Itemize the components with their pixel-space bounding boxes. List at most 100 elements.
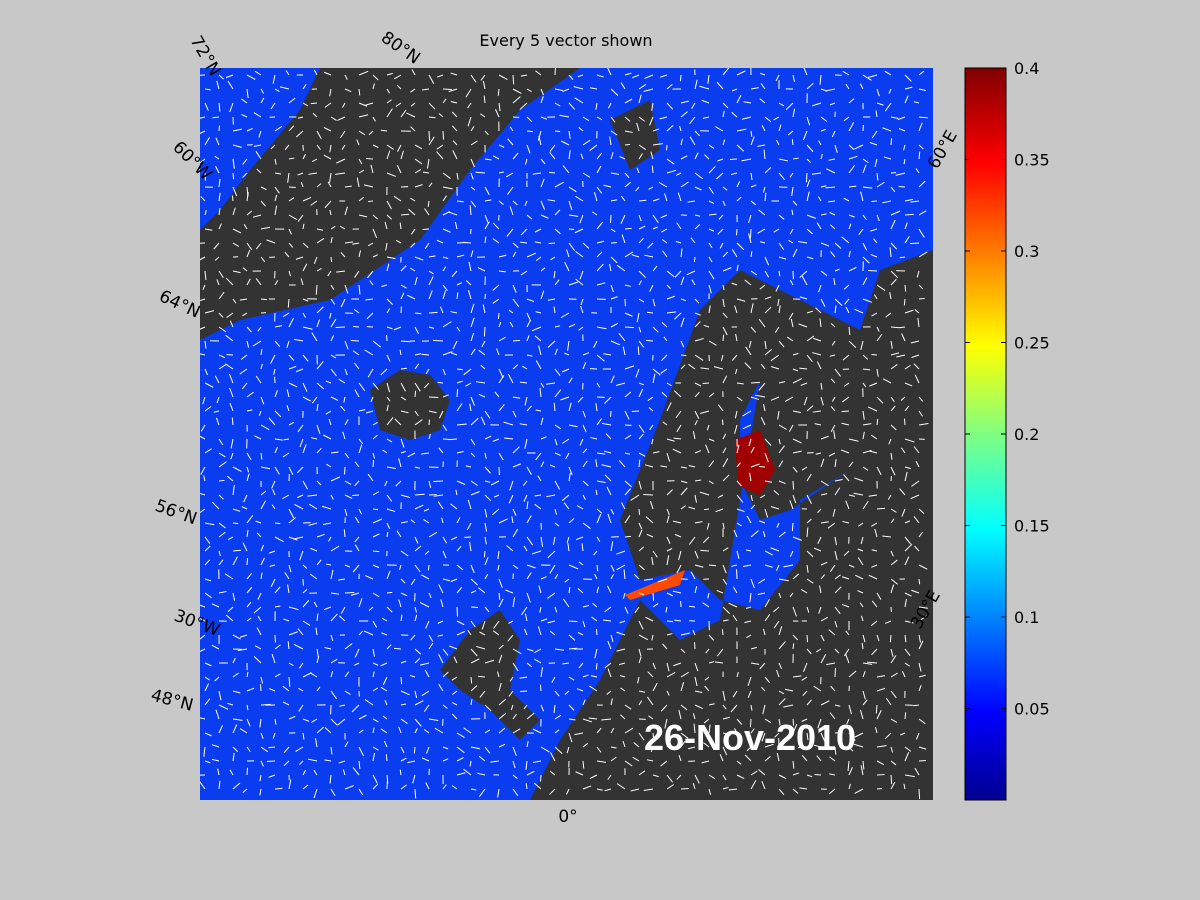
- vector: [211, 744, 220, 748]
- vector: [258, 410, 262, 417]
- vector: [910, 242, 920, 245]
- vector: [582, 448, 588, 454]
- vector: [904, 222, 908, 230]
- vector: [519, 102, 528, 110]
- vector: [582, 361, 587, 370]
- vector: [637, 346, 640, 356]
- vector: [540, 158, 546, 165]
- vector: [400, 450, 407, 454]
- vector: [651, 438, 654, 445]
- vector: [442, 368, 446, 376]
- vector: [269, 550, 276, 554]
- vector: [708, 270, 715, 280]
- vector: [890, 352, 900, 356]
- vector: [438, 447, 444, 454]
- vector: [200, 648, 206, 652]
- vector: [498, 254, 507, 258]
- vector: [828, 452, 836, 457]
- vector: [728, 788, 738, 791]
- vector: [854, 308, 864, 314]
- vector: [386, 416, 394, 426]
- vector: [680, 340, 685, 348]
- vector: [381, 632, 388, 636]
- vector: [638, 634, 649, 641]
- vector: [400, 784, 407, 790]
- vector: [554, 209, 561, 216]
- vector: [337, 116, 346, 121]
- vector: [862, 699, 868, 706]
- vector: [380, 728, 388, 734]
- vector: [554, 508, 557, 515]
- vector: [876, 745, 887, 748]
- vector: [386, 354, 391, 362]
- vector: [651, 102, 654, 111]
- vector: [497, 788, 500, 798]
- vector: [841, 603, 850, 608]
- vector: [456, 480, 466, 485]
- vector: [428, 311, 438, 314]
- vector: [890, 584, 895, 594]
- vector: [675, 410, 682, 419]
- vector: [773, 606, 780, 613]
- vector: [512, 251, 517, 258]
- vector: [820, 493, 828, 496]
- vector: [788, 239, 794, 244]
- vector: [901, 508, 906, 517]
- vector: [214, 155, 220, 160]
- vector: [601, 718, 612, 721]
- vector: [645, 516, 654, 524]
- vector: [423, 382, 430, 389]
- vector: [607, 585, 612, 594]
- vector: [428, 182, 433, 188]
- vector: [456, 772, 466, 776]
- vector: [456, 451, 464, 454]
- vector: [310, 437, 318, 440]
- vector: [200, 618, 206, 622]
- vector: [330, 658, 338, 664]
- vector: [452, 340, 458, 350]
- vector: [568, 718, 576, 721]
- vector: [694, 550, 699, 559]
- vector: [749, 472, 752, 482]
- vector: [750, 780, 757, 790]
- vector: [364, 699, 374, 706]
- vector: [624, 515, 631, 524]
- vector: [512, 396, 521, 399]
- vector: [242, 312, 248, 317]
- vector: [918, 578, 921, 585]
- vector: [760, 83, 766, 90]
- vector: [918, 422, 929, 426]
- vector: [506, 545, 514, 552]
- vector: [644, 74, 654, 79]
- vector: [505, 589, 514, 594]
- vector: [590, 436, 598, 440]
- vector: [254, 435, 262, 440]
- vector: [363, 184, 374, 188]
- vector: [400, 367, 407, 370]
- vector: [498, 404, 505, 412]
- vector: [372, 340, 382, 348]
- vector: [352, 767, 360, 776]
- vector: [310, 200, 318, 206]
- vector: [603, 184, 612, 188]
- vector: [309, 672, 318, 678]
- vector: [410, 242, 416, 248]
- vector: [253, 112, 262, 118]
- vector: [451, 270, 458, 278]
- vector: [232, 672, 239, 678]
- vector: [482, 80, 486, 90]
- vector: [890, 452, 893, 460]
- vector: [859, 602, 864, 608]
- vector: [367, 200, 374, 203]
- vector: [848, 144, 855, 150]
- vector: [386, 508, 396, 513]
- vector: [750, 494, 753, 502]
- vector: [386, 606, 393, 613]
- vector: [565, 452, 570, 460]
- vector: [414, 169, 422, 174]
- vector: [903, 783, 906, 790]
- vector: [475, 171, 486, 174]
- vector: [339, 225, 346, 230]
- vector: [288, 631, 298, 636]
- vector: [508, 620, 514, 624]
